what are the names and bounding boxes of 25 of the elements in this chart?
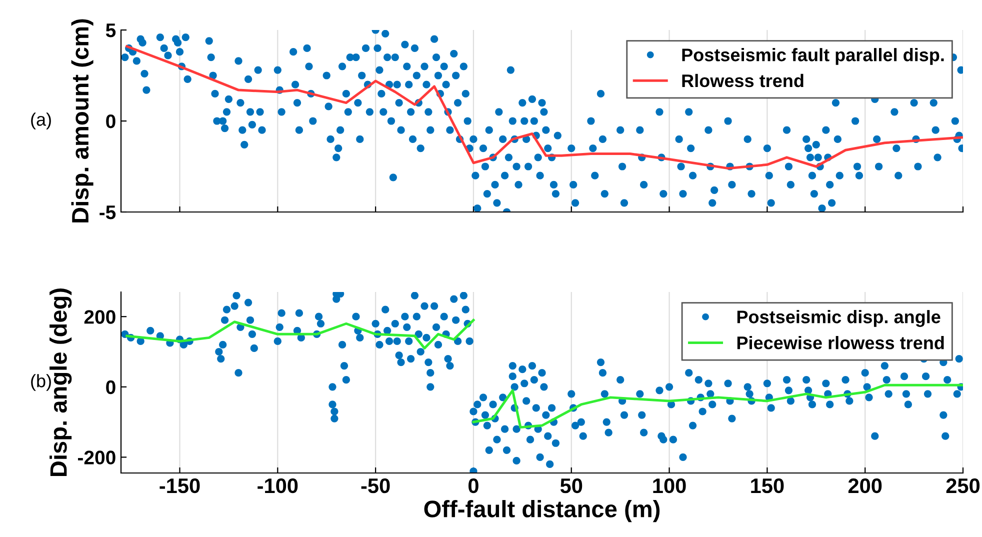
x-tick-label: 250 (946, 478, 980, 494)
x-tick-label: -150 (160, 478, 200, 494)
legend-label: Postseismic disp. angle (737, 310, 940, 327)
x-tick-label: -50 (361, 478, 390, 494)
y-tick-label: -200 (78, 450, 116, 464)
legend-label: Postseismic fault parallel disp. (682, 48, 944, 65)
x-tick-label: 100 (653, 478, 686, 494)
y-axis-title: Disp. amount (cm) (71, 19, 94, 222)
y-tick-label: 200 (84, 310, 116, 324)
legend-label: Piecewise rlowess trend (737, 336, 944, 350)
x-tick-label: 50 (560, 478, 582, 494)
x-axis-title: Off-fault distance (m) (424, 500, 660, 522)
x-tick-label: 150 (751, 478, 784, 494)
y-tick-label: -5 (100, 206, 116, 220)
x-tick-label: 0 (468, 478, 478, 494)
y-tick-label: 0 (106, 114, 116, 128)
x-tick-label: -100 (258, 478, 298, 494)
legend-label: Rlowess trend (682, 74, 804, 88)
y-tick-label: 5 (106, 24, 116, 38)
y-axis-title: Disp. angle (deg) (50, 288, 72, 476)
y-tick-label: 0 (106, 380, 116, 394)
line-series (126, 45, 963, 170)
x-tick-label: 200 (848, 478, 882, 494)
text: (a) (31, 112, 51, 130)
text: (b) (31, 374, 51, 391)
